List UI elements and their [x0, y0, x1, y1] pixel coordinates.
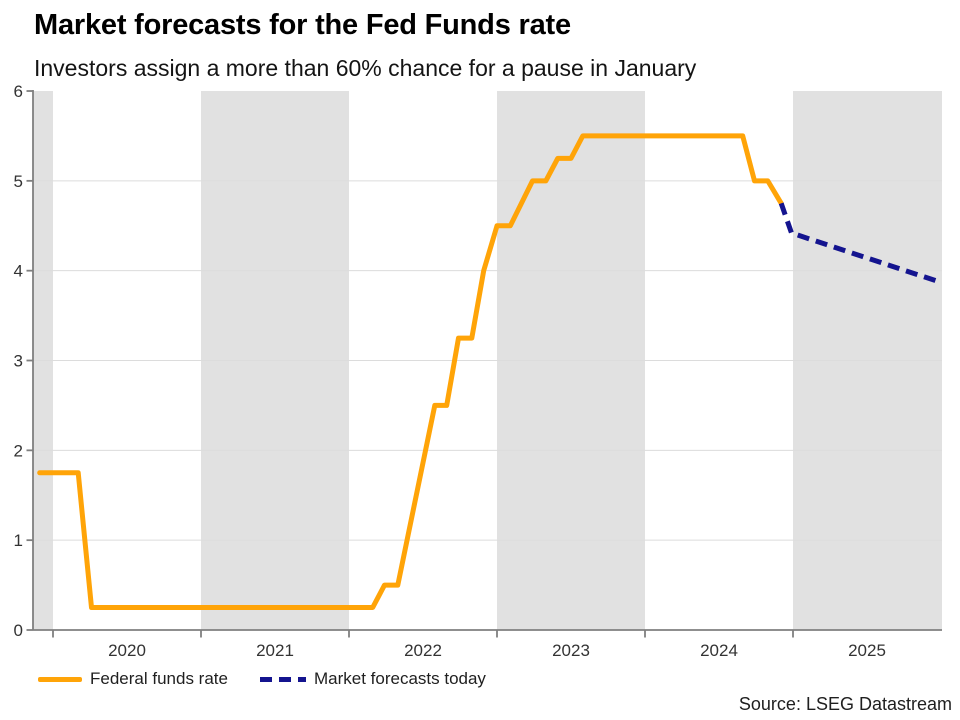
dashed-line-swatch — [259, 676, 306, 682]
x-tick-label: 2020 — [108, 641, 146, 660]
y-tick-label: 5 — [14, 172, 23, 191]
x-tick-label: 2023 — [552, 641, 590, 660]
y-tick-label: 2 — [14, 441, 23, 460]
legend-label-market-forecasts-today: Market forecasts today — [313, 669, 486, 688]
y-tick-label: 1 — [14, 531, 23, 550]
series-line-market-forecasts-today — [778, 202, 942, 285]
x-tick-label: 2021 — [256, 641, 294, 660]
series-line-federal-funds-rate — [37, 133, 784, 610]
chart-subtitle: Investors assign a more than 60% chance … — [34, 55, 697, 81]
y-tick-label: 3 — [14, 352, 23, 371]
x-tick-label: 2025 — [848, 641, 886, 660]
legend-item-market-forecasts-today: Market forecasts today — [259, 669, 486, 689]
y-tick-label: 0 — [14, 621, 23, 640]
y-tick-label: 6 — [14, 82, 23, 101]
y-tick-label: 4 — [14, 262, 23, 281]
chart-title: Market forecasts for the Fed Funds rate — [34, 9, 571, 41]
legend-item-federal-funds-rate: Federal funds rate — [38, 669, 228, 689]
legend-label-federal-funds-rate: Federal funds rate — [90, 669, 228, 688]
legend: Federal funds rate Market forecasts toda… — [38, 669, 486, 689]
solid-line-swatch — [38, 676, 82, 682]
x-tick-label: 2022 — [404, 641, 442, 660]
source-credit: Source: LSEG Datastream — [738, 694, 952, 714]
x-tick-label: 2024 — [700, 641, 738, 660]
